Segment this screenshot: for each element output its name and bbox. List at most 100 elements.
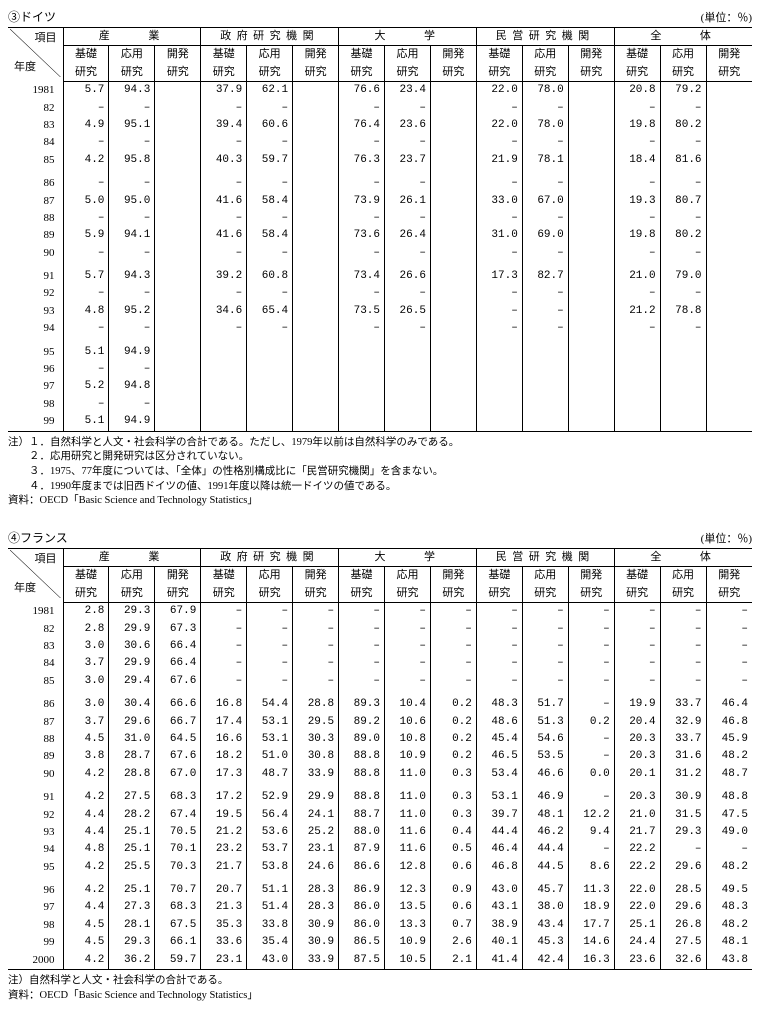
value-cell: – [568, 731, 614, 748]
value-cell: 3.0 [63, 638, 109, 655]
value-cell: 73.6 [339, 227, 385, 244]
year-cell: 93 [8, 824, 63, 841]
value-cell: 86.5 [339, 934, 385, 951]
value-cell: 73.9 [339, 193, 385, 210]
sub-header: 開発 [155, 567, 201, 585]
value-cell: – [660, 175, 706, 192]
value-cell: 94.1 [109, 227, 155, 244]
value-cell: – [247, 285, 293, 302]
sub-header: 研究 [568, 585, 614, 603]
value-cell [660, 378, 706, 395]
year-cell: 86 [8, 696, 63, 713]
value-cell: – [522, 175, 568, 192]
corner-bottom-label: 年度 [14, 60, 36, 75]
value-cell: 8.6 [568, 859, 614, 876]
year-cell: 89 [8, 227, 63, 244]
year-cell: 99 [8, 934, 63, 951]
value-cell: – [247, 210, 293, 227]
value-cell: 31.0 [476, 227, 522, 244]
note-line: 注）自然科学と人文・社会科学の合計である。 [8, 974, 752, 989]
value-cell: 29.3 [660, 824, 706, 841]
value-cell: – [568, 789, 614, 806]
value-cell: 49.5 [706, 882, 752, 899]
value-cell: 34.6 [201, 303, 247, 320]
value-cell: – [660, 655, 706, 672]
value-cell [155, 117, 201, 134]
sub-header: 研究 [522, 64, 568, 82]
sub-header: 開発 [706, 46, 752, 64]
value-cell: 46.9 [522, 789, 568, 806]
value-cell [706, 413, 752, 431]
value-cell: – [476, 655, 522, 672]
value-cell: 5.9 [63, 227, 109, 244]
note-line: ４．1990年度までは旧西ドイツの値、1991年度以降は統一ドイツの値である。 [8, 480, 752, 495]
year-cell: 95 [8, 859, 63, 876]
value-cell: 79.2 [660, 82, 706, 100]
table-row: 90–––––––––– [8, 245, 752, 262]
value-cell: – [63, 396, 109, 413]
value-cell: – [568, 603, 614, 621]
value-cell: 66.1 [155, 934, 201, 951]
value-cell: 31.6 [660, 748, 706, 765]
year-cell: 99 [8, 413, 63, 431]
group-header: 産 業 [63, 28, 201, 46]
value-cell [247, 396, 293, 413]
value-cell [430, 285, 476, 302]
value-cell: – [339, 638, 385, 655]
value-cell: – [476, 303, 522, 320]
table-row: 86–––––––––– [8, 175, 752, 192]
value-cell [706, 245, 752, 262]
value-cell: 3.7 [63, 655, 109, 672]
value-cell: – [476, 134, 522, 151]
value-cell: 89.3 [339, 696, 385, 713]
value-cell: 43.1 [476, 899, 522, 916]
year-cell: 96 [8, 882, 63, 899]
value-cell: 22.0 [476, 82, 522, 100]
value-cell: 58.4 [247, 227, 293, 244]
sub-header: 研究 [339, 585, 385, 603]
value-cell: 53.1 [476, 789, 522, 806]
value-cell: 29.9 [109, 621, 155, 638]
value-cell: 33.8 [247, 917, 293, 934]
value-cell: 30.9 [293, 917, 339, 934]
value-cell [201, 413, 247, 431]
value-cell: 87.5 [339, 952, 385, 970]
table-block-germany: ③ドイツ(単位：％) 項目 年度 産 業政府研究機関大 学民営研究機関全 体基礎… [8, 8, 752, 509]
value-cell: 48.6 [476, 714, 522, 731]
group-header: 民営研究機関 [476, 549, 614, 567]
value-cell [568, 285, 614, 302]
sub-header: 基礎 [614, 567, 660, 585]
value-cell: 45.4 [476, 731, 522, 748]
value-cell: – [201, 245, 247, 262]
value-cell: 64.5 [155, 731, 201, 748]
value-cell: 4.9 [63, 117, 109, 134]
value-cell: – [522, 320, 568, 337]
data-table: 項目 年度 産 業政府研究機関大 学民営研究機関全 体基礎応用開発基礎応用開発基… [8, 27, 752, 432]
value-cell: 19.3 [614, 193, 660, 210]
value-cell: – [476, 638, 522, 655]
sub-header: 研究 [522, 585, 568, 603]
value-cell: – [476, 603, 522, 621]
value-cell [155, 285, 201, 302]
value-cell: 4.5 [63, 934, 109, 951]
value-cell: – [339, 134, 385, 151]
value-cell [706, 396, 752, 413]
value-cell: – [476, 673, 522, 690]
value-cell: 16.6 [201, 731, 247, 748]
value-cell: 21.7 [201, 859, 247, 876]
value-cell: 10.8 [385, 731, 431, 748]
year-cell: 1981 [8, 603, 63, 621]
value-cell [476, 378, 522, 395]
value-cell [430, 303, 476, 320]
value-cell: – [201, 285, 247, 302]
value-cell: 4.2 [63, 766, 109, 783]
value-cell [293, 152, 339, 169]
table-row: 934.895.234.665.473.526.5––21.278.8 [8, 303, 752, 320]
sub-header: 応用 [660, 567, 706, 585]
sub-header: 研究 [614, 585, 660, 603]
value-cell: 4.2 [63, 882, 109, 899]
value-cell: – [476, 320, 522, 337]
value-cell: – [247, 603, 293, 621]
value-cell: 3.7 [63, 714, 109, 731]
year-cell: 98 [8, 396, 63, 413]
